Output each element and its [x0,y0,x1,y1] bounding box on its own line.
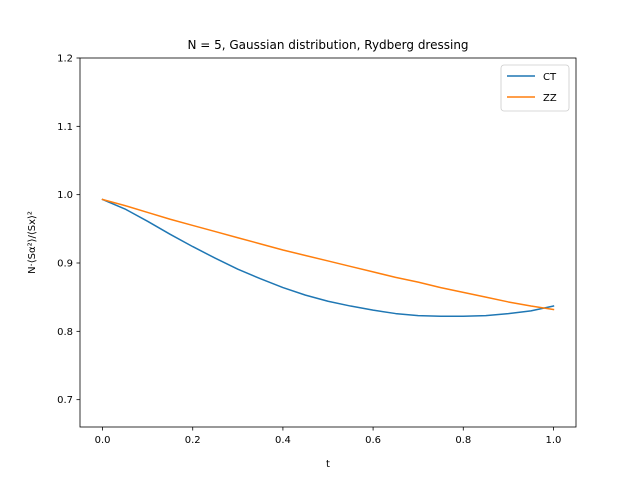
x-tick-label: 0.2 [185,435,201,446]
legend-label-ct: CT [543,72,557,83]
y-tick-label: 1.2 [57,54,73,65]
x-tick-label: 0.4 [275,435,291,446]
x-axis-ticks: 0.0 0.2 0.4 0.6 0.8 1.0 [95,427,562,446]
x-tick-label: 1.0 [546,435,562,446]
y-axis-label: N·⟨Sα²⟩/⟨Sx⟩² [27,211,38,274]
axes-frame [79,57,577,428]
y-tick-label: 0.9 [57,259,73,270]
y-tick-label: 0.8 [57,327,73,338]
legend-label-zz: ZZ [543,93,557,104]
x-axis-label: t [326,459,330,470]
series-line-zz [101,198,555,311]
legend: CT ZZ [500,64,570,112]
plot-area [80,58,576,427]
x-tick-label: 0.8 [455,435,471,446]
x-tick-label: 0.6 [365,435,381,446]
legend-box [500,64,570,112]
y-axis-ticks: 0.7 0.8 0.9 1.0 1.1 1.2 [57,54,80,406]
series-line-ct [101,198,555,318]
y-tick-label: 1.0 [57,190,73,201]
y-tick-label: 0.7 [57,395,73,406]
series-lines [101,198,555,318]
chart-title: N = 5, Gaussian distribution, Rydberg dr… [187,38,468,52]
y-tick-label: 1.1 [57,122,73,133]
x-tick-label: 0.0 [95,435,111,446]
